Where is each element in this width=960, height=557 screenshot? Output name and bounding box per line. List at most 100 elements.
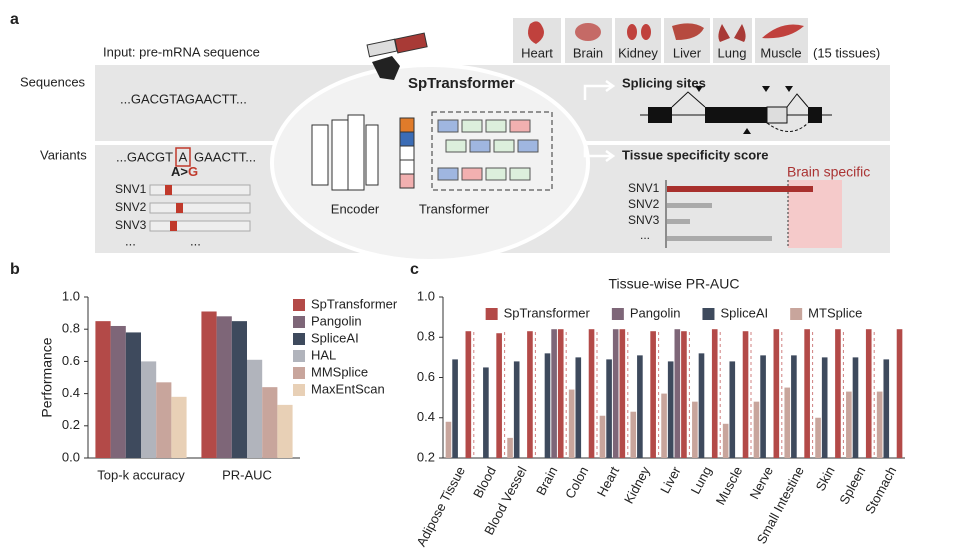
x-tick-label: PR-AUC bbox=[222, 467, 272, 482]
score-bar bbox=[667, 219, 690, 224]
score-label: SNV3 bbox=[628, 213, 660, 227]
snv-marker bbox=[165, 185, 172, 195]
legend-label: MaxEntScan bbox=[311, 381, 385, 396]
token bbox=[399, 117, 415, 133]
bar bbox=[650, 331, 656, 458]
snv-track bbox=[149, 202, 251, 214]
snv-label: SNV3 bbox=[115, 218, 147, 232]
exon bbox=[705, 107, 767, 123]
y-tick-label: 0.6 bbox=[62, 353, 80, 368]
legend-swatch bbox=[293, 367, 305, 379]
x-tick-label: Lung bbox=[688, 464, 715, 497]
bar bbox=[852, 357, 859, 458]
bar bbox=[262, 387, 278, 458]
y-tick-label: 0.8 bbox=[417, 329, 435, 344]
score-label: ... bbox=[640, 228, 650, 242]
legend-label: SpTransformer bbox=[311, 296, 398, 311]
bar bbox=[865, 329, 872, 458]
legend-label: MTSplice bbox=[808, 305, 862, 320]
output-title: Tissue specificity score bbox=[622, 147, 768, 162]
x-tick-label: Blood bbox=[470, 464, 499, 500]
bar bbox=[575, 357, 582, 458]
output-arrows bbox=[583, 79, 616, 163]
bar bbox=[667, 361, 674, 458]
bar bbox=[619, 329, 626, 458]
bar bbox=[95, 321, 111, 458]
bar bbox=[171, 396, 187, 458]
bar bbox=[551, 329, 557, 458]
y-tick-label: 0.4 bbox=[417, 409, 435, 424]
legend-label: Pangolin bbox=[630, 305, 681, 320]
snv-track bbox=[149, 220, 251, 232]
bar bbox=[507, 437, 513, 458]
brain-icon bbox=[575, 23, 601, 41]
x-tick-label: Colon bbox=[562, 464, 591, 501]
kidney-icon bbox=[641, 24, 651, 40]
icon-body bbox=[372, 56, 400, 80]
bar bbox=[141, 361, 157, 458]
bar bbox=[568, 389, 575, 458]
lung-icon bbox=[718, 24, 746, 42]
bar bbox=[277, 404, 293, 458]
heart-icon bbox=[528, 21, 544, 44]
legend-label: SpliceAI bbox=[720, 305, 768, 320]
y-tick-label: 0.0 bbox=[62, 449, 80, 464]
t-block bbox=[461, 167, 483, 181]
bar bbox=[753, 401, 760, 458]
bar bbox=[156, 382, 172, 458]
legend-swatch bbox=[790, 308, 803, 320]
tissue-label: Kidney bbox=[618, 45, 658, 60]
t-block bbox=[461, 119, 483, 133]
tissue-label: Lung bbox=[718, 45, 747, 60]
bar bbox=[588, 329, 595, 458]
mutation-alt: G bbox=[188, 164, 198, 179]
encoder-layer bbox=[311, 124, 329, 186]
icon-box bbox=[394, 32, 428, 54]
variant-box bbox=[175, 147, 191, 167]
liver-icon bbox=[672, 23, 704, 40]
score-bar bbox=[667, 203, 712, 208]
legend-swatch bbox=[293, 333, 305, 345]
bar bbox=[465, 331, 472, 458]
tissue-count: (15 tissues) bbox=[813, 45, 880, 60]
legend-label: HAL bbox=[311, 347, 336, 362]
bar bbox=[557, 329, 564, 458]
y-tick-label: 1.0 bbox=[62, 288, 80, 303]
alt-junction bbox=[766, 122, 809, 132]
x-tick-label: Adipose Tissue bbox=[413, 464, 468, 549]
bar bbox=[674, 329, 681, 458]
score-label: SNV2 bbox=[628, 197, 660, 211]
y-tick-label: 0.8 bbox=[62, 321, 80, 336]
t-block bbox=[437, 167, 459, 181]
model-icon bbox=[366, 32, 428, 80]
t-block bbox=[469, 139, 491, 153]
bar bbox=[231, 321, 247, 458]
t-block bbox=[509, 167, 531, 181]
tissue-label: Liver bbox=[673, 45, 702, 60]
panel-label: c bbox=[410, 261, 419, 278]
bar bbox=[216, 316, 232, 458]
x-tick-label: Top-k accuracy bbox=[97, 467, 185, 482]
token bbox=[399, 159, 415, 175]
input-label: Input: pre-mRNA sequence bbox=[103, 44, 260, 59]
x-tick-label: Spleen bbox=[836, 464, 868, 507]
bar bbox=[661, 393, 667, 458]
legend-swatch bbox=[611, 308, 624, 320]
splice-junction bbox=[671, 91, 809, 108]
legend-label: Pangolin bbox=[311, 313, 362, 328]
variant-sequence: ...GACGT bbox=[116, 149, 173, 164]
exon bbox=[648, 107, 672, 123]
encoder-layer bbox=[331, 119, 349, 191]
y-tick-label: 0.2 bbox=[417, 449, 435, 464]
x-tick-label: Brain bbox=[533, 464, 560, 498]
bar bbox=[527, 331, 533, 458]
panel-label: b bbox=[10, 261, 20, 278]
legend-label: MMSplice bbox=[311, 364, 368, 379]
t-block bbox=[517, 139, 539, 153]
bar bbox=[496, 333, 502, 458]
chart-title: Tissue-wise PR-AUC bbox=[609, 276, 740, 292]
bar bbox=[742, 331, 749, 458]
icon-box bbox=[366, 38, 398, 58]
tissue-label: Heart bbox=[521, 45, 553, 60]
